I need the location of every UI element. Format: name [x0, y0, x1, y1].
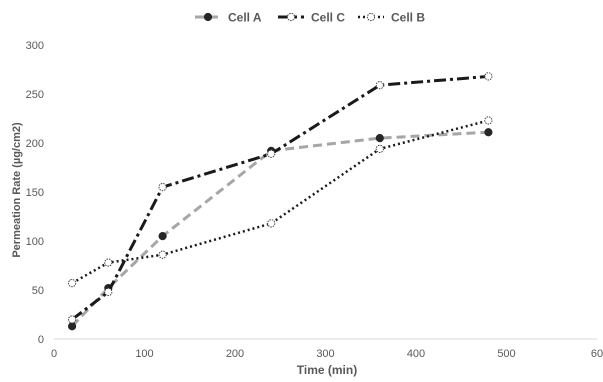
data-point-cell-b — [484, 116, 493, 125]
x-tick-label: 200 — [226, 348, 244, 360]
data-point-cell-a — [484, 128, 493, 137]
data-point-cell-b — [375, 144, 384, 153]
series-cell-c — [68, 72, 493, 324]
data-point-cell-a — [68, 322, 77, 331]
series-layer — [68, 72, 493, 331]
legend-item-cell-a: Cell A — [195, 11, 262, 25]
data-point-cell-b — [104, 258, 113, 267]
data-point-cell-b — [267, 219, 276, 228]
legend-label-cell-b: Cell B — [391, 11, 425, 25]
legend-marker-cell-b — [366, 12, 376, 22]
series-cell-b — [68, 116, 493, 288]
x-tick-label: 100 — [135, 348, 153, 360]
data-point-cell-c — [484, 72, 493, 81]
data-point-cell-c — [104, 287, 113, 297]
y-tick-label: 50 — [32, 285, 44, 297]
x-tick-label: 400 — [407, 348, 425, 360]
x-tick-label: 300 — [316, 348, 334, 360]
series-line-cell-b — [71, 119, 489, 285]
data-point-cell-b — [68, 279, 77, 288]
data-point-cell-c — [267, 149, 276, 158]
data-point-cell-c — [68, 315, 77, 324]
y-tick-label: 200 — [26, 138, 44, 150]
series-line-cell-c — [71, 74, 489, 321]
x-tick-label: 0 — [51, 348, 57, 360]
data-point-cell-a — [158, 232, 167, 241]
data-point-cell-a — [375, 134, 384, 143]
y-tick-label: 0 — [38, 334, 44, 346]
data-point-cell-c — [375, 81, 384, 90]
y-tick-label: 300 — [26, 40, 44, 52]
data-point-cell-b — [158, 250, 167, 259]
x-tick-label: 60 — [591, 348, 603, 360]
legend-label-cell-a: Cell A — [228, 11, 262, 25]
legend-item-cell-c: Cell C — [278, 11, 345, 25]
x-axis-title: Time (min) — [297, 363, 357, 377]
data-point-cell-c — [158, 183, 167, 192]
legend-marker-cell-a — [203, 12, 213, 22]
legend-label-cell-c: Cell C — [311, 11, 345, 25]
series-line-cell-a — [71, 130, 489, 328]
legend: Cell A Cell C Cell B — [195, 11, 425, 25]
legend-marker-cell-c — [286, 12, 296, 22]
series-cell-a — [68, 128, 493, 331]
y-tick-label: 150 — [26, 187, 44, 199]
y-tick-label: 100 — [26, 236, 44, 248]
y-axis-title: Permeation Rate (µg/cm2) — [11, 122, 23, 258]
x-tick-label: 500 — [497, 348, 515, 360]
y-tick-label: 250 — [26, 89, 44, 101]
legend-item-cell-b: Cell B — [358, 11, 425, 25]
axes: 0 50 100 150 200 250 300 0 100 200 300 400 500 60 — [26, 40, 603, 360]
